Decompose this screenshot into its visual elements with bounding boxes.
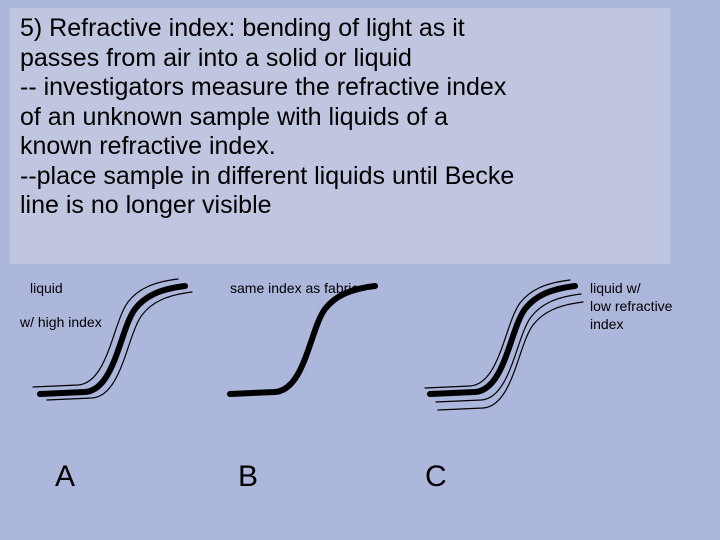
label-c: C bbox=[425, 460, 447, 494]
text-box: 5) Refractive index: bending of light as… bbox=[10, 8, 670, 264]
figures bbox=[0, 280, 720, 440]
label-b: B bbox=[238, 460, 258, 494]
body-line: passes from air into a solid or liquid bbox=[20, 44, 660, 74]
body-line: of an unknown sample with liquids of a bbox=[20, 103, 660, 133]
fiber-figure-c bbox=[420, 274, 590, 414]
fiber-figure-b bbox=[220, 274, 390, 414]
body-line: -- investigators measure the refractive … bbox=[20, 73, 660, 103]
body-line: --place sample in different liquids unti… bbox=[20, 162, 660, 192]
fiber-figure-a bbox=[30, 274, 200, 414]
label-a: A bbox=[55, 460, 75, 494]
body-line: 5) Refractive index: bending of light as… bbox=[20, 14, 660, 44]
body-line: known refractive index. bbox=[20, 132, 660, 162]
body-line: line is no longer visible bbox=[20, 191, 660, 221]
